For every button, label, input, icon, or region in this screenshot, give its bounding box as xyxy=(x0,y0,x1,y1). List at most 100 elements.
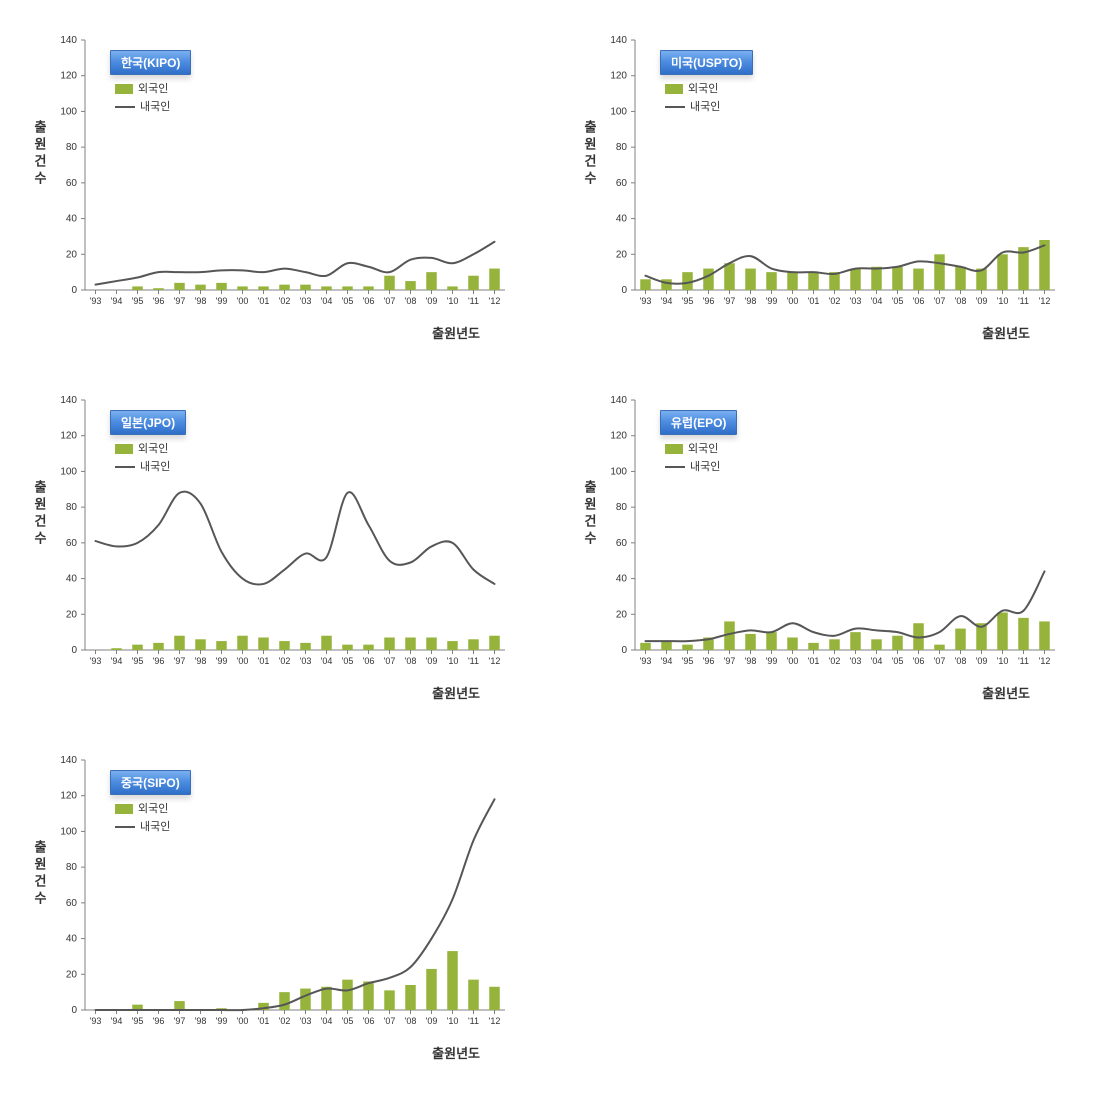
legend-label-line: 내국인 xyxy=(140,98,170,116)
svg-text:'93: '93 xyxy=(90,1016,102,1026)
bar xyxy=(640,643,651,650)
bar xyxy=(808,272,819,290)
legend: 외국인 내국인 xyxy=(665,440,720,476)
bar xyxy=(321,286,332,290)
svg-text:'09: '09 xyxy=(426,656,438,666)
bar xyxy=(384,990,395,1010)
svg-text:120: 120 xyxy=(60,791,77,802)
bar xyxy=(132,645,143,650)
svg-text:'96: '96 xyxy=(153,296,165,306)
svg-text:40: 40 xyxy=(616,214,628,225)
svg-text:80: 80 xyxy=(616,502,628,513)
chart-panel: 020406080100120140'93'94'95'96'97'98'99'… xyxy=(20,20,540,360)
svg-text:'10: '10 xyxy=(997,656,1009,666)
svg-text:'98: '98 xyxy=(745,296,757,306)
bar xyxy=(934,254,945,290)
chart-svg: 020406080100120140'93'94'95'96'97'98'99'… xyxy=(570,20,1090,360)
y-axis-label: 출원건수 xyxy=(580,120,599,188)
bar xyxy=(997,254,1008,290)
bar xyxy=(850,632,861,650)
svg-text:'95: '95 xyxy=(682,296,694,306)
bar xyxy=(766,272,777,290)
legend-swatch-bar xyxy=(665,444,683,454)
svg-text:20: 20 xyxy=(66,969,78,980)
legend-swatch-bar xyxy=(115,444,133,454)
y-axis-label: 출원건수 xyxy=(30,120,49,188)
svg-text:'11: '11 xyxy=(468,656,479,666)
bar xyxy=(766,632,777,650)
bar xyxy=(216,641,227,650)
legend-swatch-line xyxy=(115,106,135,108)
legend-label-bar: 외국인 xyxy=(688,440,718,458)
bar xyxy=(892,636,903,650)
legend: 외국인 내국인 xyxy=(115,800,170,836)
legend-label-line: 내국인 xyxy=(140,458,170,476)
svg-text:'95: '95 xyxy=(682,656,694,666)
svg-text:'03: '03 xyxy=(300,656,312,666)
svg-text:'01: '01 xyxy=(808,656,820,666)
svg-text:120: 120 xyxy=(60,71,77,82)
legend-item-line: 내국인 xyxy=(115,818,170,836)
x-axis-label: 출원년도 xyxy=(432,1043,480,1062)
bar xyxy=(703,269,714,290)
bar xyxy=(955,629,966,650)
bar xyxy=(405,638,416,651)
svg-text:'00: '00 xyxy=(787,296,799,306)
bar xyxy=(1039,621,1050,650)
svg-text:'12: '12 xyxy=(489,656,501,666)
svg-text:'11: '11 xyxy=(468,296,479,306)
chart-svg: 020406080100120140'93'94'95'96'97'98'99'… xyxy=(570,380,1090,720)
svg-text:'03: '03 xyxy=(850,296,862,306)
svg-text:20: 20 xyxy=(66,609,78,620)
bar xyxy=(468,639,479,650)
legend-item-bar: 외국인 xyxy=(115,80,170,98)
svg-text:'93: '93 xyxy=(640,296,652,306)
chart-svg: 020406080100120140'93'94'95'96'97'98'99'… xyxy=(20,740,540,1080)
legend-item-line: 내국인 xyxy=(115,98,170,116)
svg-text:'98: '98 xyxy=(745,656,757,666)
legend-label-bar: 외국인 xyxy=(138,800,168,818)
svg-text:0: 0 xyxy=(71,1005,77,1016)
bar xyxy=(468,980,479,1010)
bar xyxy=(787,638,798,651)
x-axis-label: 출원년도 xyxy=(982,683,1030,702)
legend-swatch-line xyxy=(115,826,135,828)
svg-text:'96: '96 xyxy=(703,656,715,666)
svg-text:'00: '00 xyxy=(237,1016,249,1026)
bar xyxy=(724,263,735,290)
bar xyxy=(300,285,311,290)
legend-swatch-line xyxy=(665,466,685,468)
chart-title-badge: 미국(USPTO) xyxy=(660,50,753,75)
bar xyxy=(174,1001,185,1010)
svg-text:80: 80 xyxy=(66,862,78,873)
bar xyxy=(342,286,353,290)
bar xyxy=(489,987,500,1010)
bar xyxy=(913,269,924,290)
x-axis-label: 출원년도 xyxy=(432,323,480,342)
svg-text:'04: '04 xyxy=(871,656,883,666)
svg-text:'12: '12 xyxy=(1039,296,1051,306)
bar xyxy=(489,269,500,290)
svg-text:'93: '93 xyxy=(90,296,102,306)
svg-text:'02: '02 xyxy=(829,296,841,306)
svg-text:140: 140 xyxy=(610,35,627,46)
svg-text:'10: '10 xyxy=(447,1016,459,1026)
x-axis-label: 출원년도 xyxy=(432,683,480,702)
svg-text:20: 20 xyxy=(616,609,628,620)
legend-item-bar: 외국인 xyxy=(115,800,170,818)
bar xyxy=(342,980,353,1010)
svg-text:'08: '08 xyxy=(405,656,417,666)
y-axis-label: 출원건수 xyxy=(30,840,49,908)
legend-item-bar: 외국인 xyxy=(665,440,720,458)
bar xyxy=(808,643,819,650)
legend: 외국인 내국인 xyxy=(665,80,720,116)
svg-text:'08: '08 xyxy=(405,1016,417,1026)
svg-text:60: 60 xyxy=(66,178,78,189)
bar xyxy=(258,286,269,290)
bar xyxy=(405,281,416,290)
svg-text:20: 20 xyxy=(66,249,78,260)
bar xyxy=(447,286,458,290)
svg-text:'10: '10 xyxy=(447,656,459,666)
svg-text:'00: '00 xyxy=(787,656,799,666)
bar xyxy=(787,272,798,290)
